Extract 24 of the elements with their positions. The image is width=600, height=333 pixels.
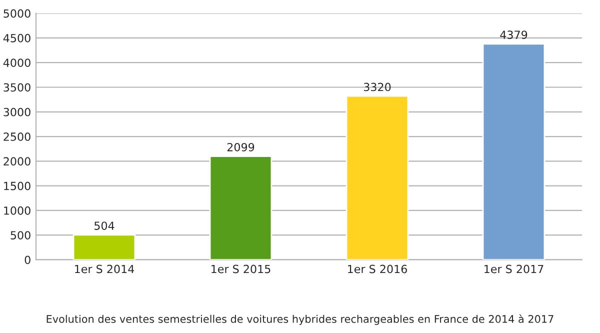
y-tick-label: 2000 — [4, 157, 30, 166]
y-tick-label: 0 — [24, 256, 30, 264]
y-tick-label: 2500 — [4, 132, 30, 141]
data-label: 504 — [94, 222, 114, 230]
bar — [346, 95, 409, 260]
data-label: 4379 — [500, 30, 528, 39]
y-tick-label: 3500 — [4, 83, 30, 92]
x-tick-label: 1er S 2016 — [348, 264, 407, 274]
data-label: 2099 — [227, 142, 254, 152]
y-tick-label: 5000 — [4, 9, 30, 18]
y-tick-label: 3000 — [4, 108, 30, 116]
x-tick-label: 1er S 2014 — [75, 264, 134, 274]
x-tick-label: 1er S 2017 — [484, 264, 544, 274]
y-tick-label: 4500 — [3, 34, 30, 42]
data-label: 3320 — [364, 82, 391, 92]
y-tick-label: 1000 — [4, 206, 30, 215]
bar — [72, 234, 136, 260]
y-tick-label: 1500 — [4, 182, 30, 190]
y-tick-label: 4000 — [3, 58, 30, 67]
text: Evolution des ventes semestrielles de voitures hybrides rechargeables en France de 2014 à 2017 — [46, 314, 554, 325]
y-tick-label: 500 — [10, 231, 30, 240]
bar — [482, 43, 546, 260]
x-tick-label: 1er S 2015 — [212, 264, 270, 274]
bar — [209, 156, 272, 260]
